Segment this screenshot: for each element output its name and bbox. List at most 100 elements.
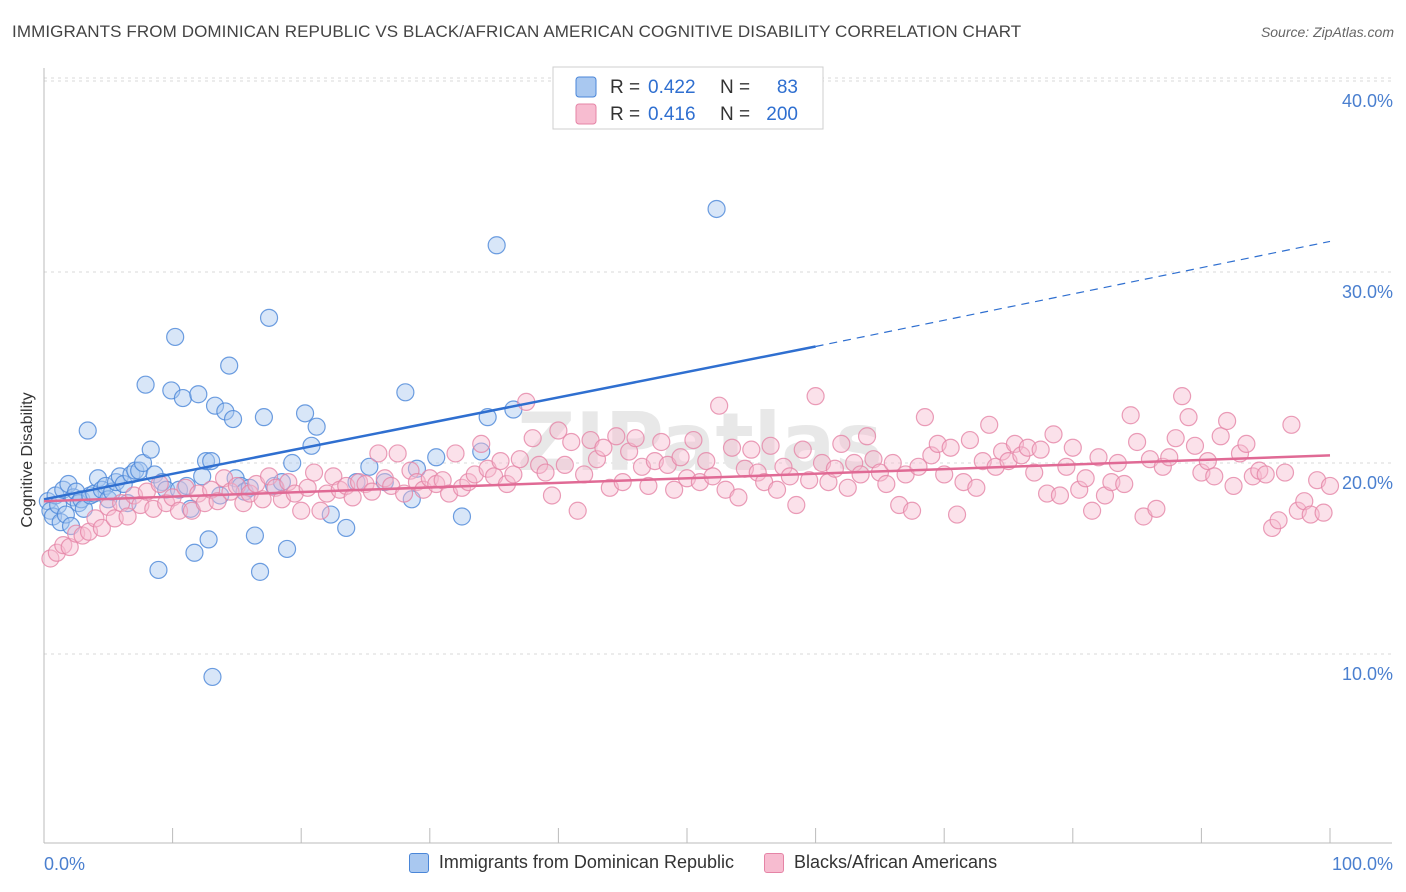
point-immigrants [199,530,218,549]
point-blacks [1256,465,1275,484]
point-blacks [780,467,799,486]
point-immigrants [321,505,340,524]
point-blacks [722,438,742,457]
point-blacks [587,450,607,469]
point-blacks [1147,499,1166,518]
point-blacks [1070,480,1089,499]
point-blacks [1218,411,1237,431]
point-blacks [1166,429,1185,448]
point-immigrants [220,356,239,375]
point-blacks [356,474,375,494]
legend-swatch-blacks [764,852,784,873]
point-blacks [787,495,806,515]
point-immigrants [337,518,356,538]
x-tick-labels: 0.0% 100.0% [44,854,1393,874]
point-blacks [1224,476,1243,496]
y-tick-label: 30.0% [1342,282,1393,302]
point-blacks [1063,438,1082,457]
point-blacks [626,429,645,448]
legend-r-label-1: R = [610,77,640,98]
point-blacks [594,438,613,457]
point-blacks [1050,486,1070,505]
point-blacks [1025,463,1044,482]
point-blacks [1282,415,1301,434]
point-blacks [922,446,941,465]
point-immigrants [126,461,145,480]
legend-swatch-pink [575,103,597,125]
trendline-immigrants-extension [815,240,1331,348]
point-blacks [279,473,298,492]
legend-n-label-2: N = [720,104,750,125]
point-blacks [92,518,111,538]
legend-swatch-immigrants [408,852,429,873]
y-tick-label: 40.0% [1342,91,1393,111]
legend-item-blacks: Blacks/African Americans [764,852,997,873]
point-immigrants [427,448,446,467]
trendline-blacks [43,454,1331,503]
point-blacks [169,501,189,520]
point-blacks [742,440,761,459]
point-immigrants [295,404,315,423]
point-blacks [1127,432,1147,452]
point-immigrants [133,453,153,473]
axes [43,68,1392,844]
point-immigrants [360,457,379,476]
point-immigrants [205,396,225,415]
point-immigrants [185,543,204,562]
point-immigrants [259,308,279,327]
point-blacks [555,455,574,475]
point-blacks [941,438,960,457]
point-blacks [208,492,227,511]
point-blacks [1314,503,1333,522]
point-blacks [1089,448,1108,467]
point-blacks [1082,501,1102,520]
legend-n-label-1: N = [720,77,750,98]
legend-bottom: Immigrants from Dominican Republic Black… [0,852,1406,873]
point-immigrants [136,375,155,394]
point-blacks [542,486,562,505]
point-blacks [375,469,394,488]
point-blacks [980,415,999,434]
point-blacks [851,465,870,484]
point-immigrants [452,507,472,526]
point-blacks [1263,518,1282,538]
point-blacks [684,430,703,450]
point-blacks [311,501,330,520]
point-blacks [729,488,748,507]
point-immigrants [166,327,185,347]
point-immigrants [56,505,75,524]
point-blacks [259,467,279,486]
point-blacks [1031,440,1050,459]
y-tick-label: 20.0% [1342,473,1393,493]
source-credit: Source: ZipAtlas.com [1260,24,1394,40]
trend-lines [43,240,1331,503]
point-immigrants [487,236,506,255]
point-blacks [877,474,896,494]
point-blacks [118,507,137,526]
point-immigrants [254,408,274,427]
point-blacks [710,396,729,415]
point-immigrants [203,667,222,687]
point-immigrants [283,453,302,473]
point-immigrants [189,385,208,404]
point-blacks [304,463,324,482]
point-blacks [967,478,986,497]
point-blacks [1211,427,1230,446]
point-blacks [1185,436,1205,455]
point-blacks [446,444,465,463]
point-blacks [401,461,420,480]
point-blacks [1269,511,1288,530]
point-blacks [343,488,362,507]
point-blacks [530,455,549,475]
trendline-immigrants [43,345,816,501]
point-immigrants [173,388,192,408]
point-blacks [832,434,851,453]
point-blacks [362,482,382,501]
point-blacks [1275,463,1295,482]
point-blacks [767,480,787,499]
point-immigrants [245,526,265,545]
point-blacks [575,465,594,484]
point-blacks [549,421,568,440]
point-blacks [1320,476,1340,496]
point-blacks [1012,446,1031,465]
